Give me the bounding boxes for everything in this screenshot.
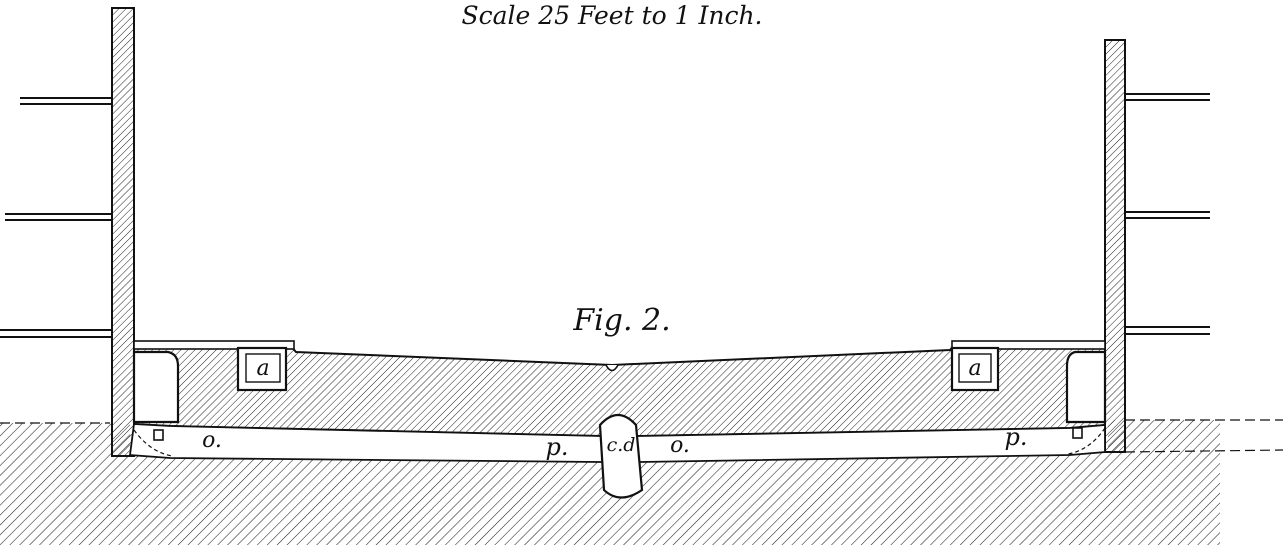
right-floors	[1125, 93, 1210, 335]
right-area-label: a	[968, 356, 981, 381]
right-footway	[951, 340, 1106, 350]
right-pipe-label: p.	[1005, 423, 1028, 451]
left-building-wall	[111, 7, 135, 457]
left-vault	[132, 350, 180, 424]
left-footway	[133, 340, 295, 350]
left-area-duct-inner	[245, 353, 281, 383]
left-area-label: a	[256, 356, 269, 381]
ground-line-right-lower	[1124, 449, 1283, 453]
right-area-duct-inner	[958, 353, 992, 383]
left-small-pipe	[153, 429, 164, 441]
left-pipe-label: p.	[546, 433, 569, 461]
right-small-pipe	[1072, 427, 1083, 439]
left-floors	[0, 97, 112, 338]
right-corner-fill	[1067, 427, 1106, 455]
left-corner-fill	[133, 429, 173, 457]
right-building-wall	[1104, 39, 1126, 453]
scale-caption: Scale 25 Feet to 1 Inch.	[461, 1, 762, 30]
right-channel-label: o.	[670, 433, 690, 458]
left-channel-label: o.	[202, 428, 222, 453]
central-drain	[598, 413, 644, 499]
figure-caption: Fig. 2.	[572, 303, 670, 338]
road-crown-notch	[605, 364, 619, 372]
right-vault	[1065, 350, 1107, 424]
central-drain-label: c.d	[607, 434, 636, 456]
